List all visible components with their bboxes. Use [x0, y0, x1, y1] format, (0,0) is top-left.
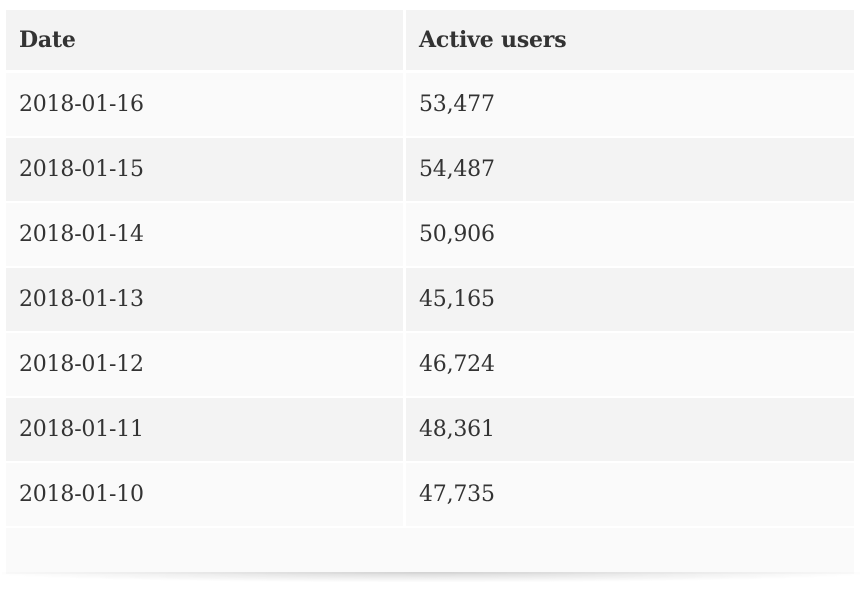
active-users-column-header: Active users — [406, 10, 854, 73]
active-users-cell: 54,487 — [406, 138, 854, 203]
table-row: 2018-01-11 48,361 — [6, 398, 854, 463]
active-users-cell: 46,724 — [406, 333, 854, 398]
active-users-cell: 50,906 — [406, 203, 854, 268]
table-row: 2018-01-15 54,487 — [6, 138, 854, 203]
date-cell: 2018-01-15 — [6, 138, 406, 203]
active-users-cell: 53,477 — [406, 73, 854, 138]
date-cell: 2018-01-13 — [6, 268, 406, 333]
table-row: 2018-01-13 45,165 — [6, 268, 854, 333]
date-cell: 2018-01-11 — [6, 398, 406, 463]
active-users-table: Date Active users 2018-01-16 53,477 2018… — [6, 10, 854, 528]
card-shadow — [2, 572, 860, 582]
date-cell: 2018-01-10 — [6, 463, 406, 528]
date-cell: 2018-01-14 — [6, 203, 406, 268]
table-row: 2018-01-16 53,477 — [6, 73, 854, 138]
table-row: 2018-01-12 46,724 — [6, 333, 854, 398]
date-cell: 2018-01-16 — [6, 73, 406, 138]
table-row: 2018-01-10 47,735 — [6, 463, 854, 528]
table-row: 2018-01-14 50,906 — [6, 203, 854, 268]
active-users-cell: 47,735 — [406, 463, 854, 528]
date-cell: 2018-01-12 — [6, 333, 406, 398]
date-column-header: Date — [6, 10, 406, 73]
table-header-row: Date Active users — [6, 10, 854, 73]
active-users-cell: 48,361 — [406, 398, 854, 463]
active-users-cell: 45,165 — [406, 268, 854, 333]
